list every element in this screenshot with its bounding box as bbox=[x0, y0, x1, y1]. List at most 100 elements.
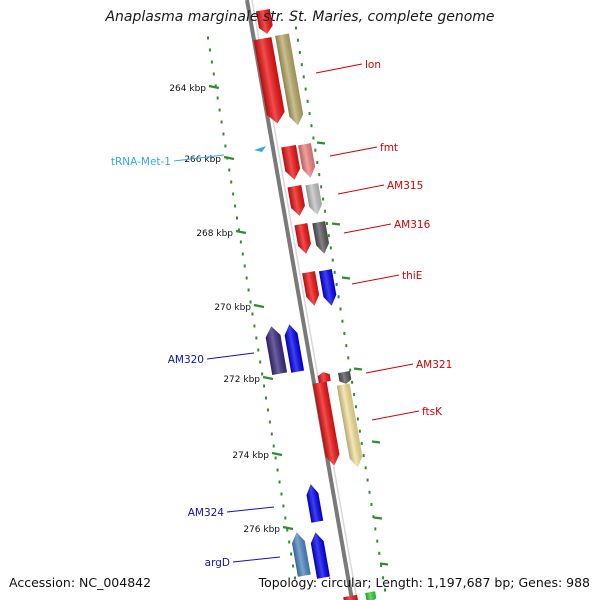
cds-red-bar bbox=[317, 372, 331, 383]
outer-dotted-guide bbox=[360, 441, 363, 445]
inner-dotted-guide bbox=[266, 408, 269, 412]
inner-dotted-guide bbox=[276, 468, 279, 472]
gene-argd-bar-shade bbox=[292, 532, 311, 577]
gene-ftsk-label: ftsK bbox=[422, 406, 443, 418]
outer-dotted-guide bbox=[320, 185, 323, 189]
inner-dotted-guide bbox=[294, 576, 296, 580]
gene-trna-met-1-label: tRNA-Met-1 bbox=[111, 156, 171, 168]
inner-dotted-guide bbox=[222, 132, 225, 136]
gene-am324-leader bbox=[226, 506, 275, 513]
gene-fmt-leader bbox=[329, 146, 378, 157]
cds-red-bar-shade bbox=[256, 8, 273, 34]
outer-dotted-guide bbox=[364, 466, 367, 470]
inner-dotted-guide bbox=[290, 552, 293, 556]
inner-dotted-guide bbox=[210, 60, 213, 64]
gene-am320-bar bbox=[265, 326, 288, 375]
outer-dotted-guide bbox=[327, 234, 330, 238]
gene-am321-leader bbox=[365, 363, 414, 374]
cds-red-bar-shade bbox=[287, 185, 305, 216]
outer-dotted-guide bbox=[308, 112, 311, 116]
outer-dotted-guide bbox=[356, 417, 359, 421]
outer-tick-dash bbox=[316, 141, 326, 145]
cds-blue-bar-shade bbox=[310, 532, 330, 579]
inner-dotted-guide bbox=[255, 336, 258, 340]
outer-tick-dash bbox=[371, 440, 381, 444]
inner-dotted-guide bbox=[220, 120, 223, 124]
outer-dotted-guide bbox=[345, 344, 348, 348]
outer-dotted-guide bbox=[335, 283, 338, 287]
inner-dotted-guide bbox=[232, 192, 235, 196]
outer-dotted-guide bbox=[368, 490, 371, 494]
gene-am320-bar-shade bbox=[265, 326, 288, 375]
outer-dotted-guide bbox=[358, 429, 361, 433]
inner-dotted-guide bbox=[263, 384, 266, 388]
gene-am316-bar bbox=[312, 221, 330, 254]
outer-dotted-guide bbox=[298, 50, 301, 54]
outer-dotted-guide bbox=[314, 148, 317, 152]
gene-am324-bar-shade bbox=[306, 484, 324, 523]
cds-red-bar-shade bbox=[253, 37, 285, 124]
outer-dotted-guide bbox=[354, 405, 357, 409]
cds-red-bar bbox=[294, 223, 311, 254]
cds-red-bar bbox=[287, 185, 305, 216]
cds-red-bar bbox=[253, 37, 285, 124]
inner-dotted-guide bbox=[292, 564, 295, 568]
gene-lon-bar bbox=[275, 33, 304, 126]
gene-am315-leader bbox=[337, 184, 385, 195]
scale-tick-label: 274 kbp bbox=[232, 451, 269, 461]
outer-tick-dash bbox=[353, 367, 363, 371]
outer-dotted-guide bbox=[380, 564, 383, 568]
gene-am316-leader bbox=[343, 223, 392, 234]
scale-tick-label: 264 kbp bbox=[169, 84, 206, 94]
outer-dotted-guide bbox=[302, 75, 305, 79]
outer-dotted-guide bbox=[324, 209, 327, 213]
inner-dotted-guide bbox=[237, 228, 240, 232]
inner-dotted-guide bbox=[251, 312, 254, 316]
scale-tick-label: 276 kbp bbox=[243, 525, 280, 535]
outer-dotted-guide bbox=[339, 307, 342, 311]
outer-dotted-guide bbox=[374, 527, 377, 531]
outer-dotted-guide bbox=[306, 99, 309, 103]
scale-tick bbox=[271, 451, 283, 457]
scale-tick-label: 268 kbp bbox=[196, 229, 233, 239]
outer-dotted-guide bbox=[304, 87, 307, 91]
inner-dotted-guide bbox=[214, 84, 217, 88]
cds-blue-bar bbox=[284, 324, 305, 373]
inner-dotted-guide bbox=[278, 480, 281, 484]
inner-dotted-guide bbox=[261, 372, 264, 376]
scale-tick-label: 272 kbp bbox=[223, 375, 260, 385]
outer-dotted-guide bbox=[337, 295, 340, 299]
inner-dotted-guide bbox=[230, 180, 233, 184]
inner-dotted-guide bbox=[270, 432, 273, 436]
scale-tick bbox=[235, 229, 247, 235]
cds-red-bar-shade bbox=[312, 381, 340, 466]
cds-red-bar-shade bbox=[317, 372, 331, 383]
inner-dotted-guide bbox=[243, 264, 246, 268]
gene-trna-met-1-leader bbox=[173, 154, 225, 162]
gene-lon-bar-shade bbox=[275, 33, 304, 126]
trna-met-1-mark bbox=[254, 146, 266, 152]
scale-tick bbox=[208, 84, 220, 90]
inner-dotted-guide bbox=[218, 108, 221, 112]
cds-red-bar-shade bbox=[343, 594, 359, 600]
topology-text: Topology: circular; Length: 1,197,687 bp… bbox=[258, 575, 590, 590]
inner-dotted-guide bbox=[224, 144, 227, 148]
outer-tick-dash bbox=[341, 276, 351, 280]
outer-dotted-guide bbox=[376, 539, 379, 543]
gene-thie-bar bbox=[318, 269, 337, 306]
inner-dotted-guide bbox=[268, 420, 271, 424]
inner-dotted-guide bbox=[228, 168, 231, 172]
scale-tick bbox=[223, 155, 235, 161]
scale-tick bbox=[262, 375, 274, 381]
outer-dotted-guide bbox=[312, 136, 315, 140]
scale-tick-label: 266 kbp bbox=[184, 155, 221, 165]
outer-dotted-guide bbox=[325, 221, 328, 225]
inner-dotted-guide bbox=[212, 72, 215, 76]
outer-dotted-guide bbox=[300, 63, 303, 67]
outer-tick-dash bbox=[379, 562, 389, 566]
inner-dotted-guide bbox=[259, 360, 262, 364]
inner-dotted-guide bbox=[247, 288, 250, 292]
gene-ftsk-leader bbox=[371, 410, 420, 421]
inner-dotted-guide bbox=[216, 96, 219, 100]
